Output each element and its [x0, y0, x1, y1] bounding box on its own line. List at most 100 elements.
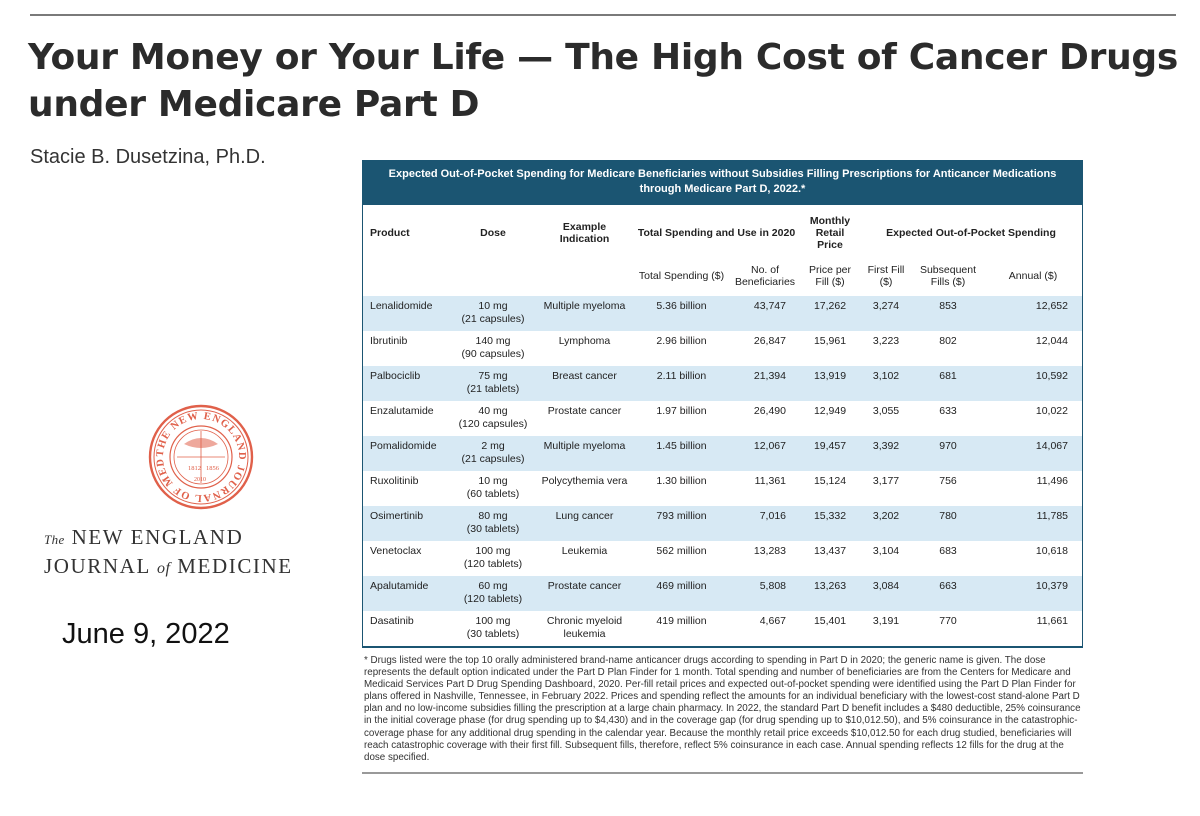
cell-total-spending: 793 million — [633, 506, 730, 541]
col-annual: Annual ($) — [1008, 270, 1058, 282]
cell-annual: 12,044 — [1035, 335, 1068, 347]
cell-beneficiaries: 26,847 — [753, 335, 786, 347]
journal-line1: NEW ENGLAND — [71, 525, 244, 549]
journal-the: The — [44, 532, 65, 547]
cell-product: Palbociclib — [363, 366, 450, 401]
table-row: Ibrutinib 140 mg (90 capsules) Lymphoma 2.96… — [363, 331, 1082, 366]
cell-subsequent-fills: 683 — [939, 545, 957, 557]
cell-product: Lenalidomide — [363, 296, 450, 331]
cell-beneficiaries: 13,283 — [753, 545, 786, 557]
dose-amount: 10 mg — [478, 300, 508, 312]
cell-price-per-fill: 15,961 — [813, 335, 847, 347]
cell-indication: Multiple myeloma — [536, 296, 633, 331]
figure-bottom-rule — [362, 771, 1083, 774]
dose-amount: 80 mg — [478, 510, 508, 522]
table-row: Apalutamide 60 mg (120 tablets) Prostate ca… — [363, 576, 1082, 611]
cell-beneficiaries: 7,016 — [730, 506, 800, 541]
cell-subsequent-fills: 681 — [912, 366, 984, 401]
cell-annual: 11,785 — [984, 506, 1082, 541]
cell-first-fill: 3,055 — [872, 405, 900, 417]
table-row: Ruxolitinib 10 mg (60 tablets) Polycythemia… — [363, 471, 1082, 506]
dose-amount: 75 mg — [478, 370, 508, 382]
journal-name: The NEW ENGLAND JOURNAL of MEDICINE — [44, 524, 293, 582]
cell-total-spending: 2.96 billion — [656, 335, 707, 347]
cell-price-per-fill: 15,332 — [800, 506, 860, 541]
table-row: Lenalidomide 10 mg (21 capsules) Multiple m… — [363, 296, 1082, 331]
cell-first-fill: 3,392 — [860, 436, 912, 471]
cell-annual: 12,652 — [984, 296, 1082, 331]
cell-total-spending: 419 million — [656, 615, 707, 627]
col-beneficiaries: No. of Beneficiaries — [734, 264, 796, 288]
cell-annual: 11,661 — [1036, 615, 1068, 627]
cell-annual: 14,067 — [984, 436, 1082, 471]
cell-product: Apalutamide — [363, 576, 450, 611]
dose-quantity: (120 tablets) — [463, 592, 523, 605]
cell-price-per-fill: 17,262 — [800, 296, 860, 331]
cell-annual: 10,618 — [1035, 545, 1068, 557]
cell-subsequent-fills: 802 — [939, 335, 957, 347]
cell-first-fill: 3,104 — [872, 545, 900, 557]
cell-total-spending: 1.30 billion — [656, 475, 707, 487]
dose-amount: 140 mg — [475, 335, 511, 347]
cell-dose: 80 mg (30 tablets) — [450, 506, 536, 541]
dose-amount: 100 mg — [475, 545, 511, 557]
article-author: Stacie B. Dusetzina, Ph.D. — [30, 146, 266, 168]
cell-dose: 10 mg (60 tablets) — [450, 471, 536, 506]
dose-quantity: (120 tablets) — [463, 557, 523, 570]
cell-price-per-fill: 13,437 — [813, 545, 847, 557]
svg-text:1812: 1812 — [188, 465, 201, 472]
cell-beneficiaries: 12,067 — [730, 436, 800, 471]
cell-beneficiaries: 5,808 — [730, 576, 800, 611]
dose-quantity: (60 tablets) — [466, 487, 520, 500]
drug-spending-table: Product Dose Example Indication Total Sp… — [363, 205, 1082, 646]
cell-first-fill: 3,102 — [860, 366, 912, 401]
cell-first-fill: 3,274 — [860, 296, 912, 331]
dose-quantity: (21 capsules) — [461, 452, 525, 465]
table-body: Lenalidomide 10 mg (21 capsules) Multiple m… — [363, 296, 1082, 646]
cell-total-spending: 5.36 billion — [633, 296, 730, 331]
cell-annual: 11,496 — [1036, 475, 1068, 487]
cell-dose: 100 mg (30 tablets) — [450, 611, 536, 646]
cell-price-per-fill: 12,949 — [813, 405, 847, 417]
cell-indication: Prostate cancer — [536, 576, 633, 611]
cell-annual: 10,022 — [1035, 405, 1068, 417]
table-row: Pomalidomide 2 mg (21 capsules) Multiple my… — [363, 436, 1082, 471]
table-container: Product Dose Example Indication Total Sp… — [362, 205, 1083, 648]
cell-subsequent-fills: 756 — [939, 475, 957, 487]
dose-quantity: (30 tablets) — [466, 522, 520, 535]
journal-of: of — [156, 560, 171, 577]
cell-price-per-fill: 13,919 — [800, 366, 860, 401]
dose-quantity: (90 capsules) — [461, 347, 525, 360]
cell-dose: 10 mg (21 capsules) — [450, 296, 536, 331]
journal-line2b: MEDICINE — [177, 554, 293, 578]
table-figure: Expected Out-of-Pocket Spending for Medi… — [362, 160, 1083, 774]
journal-line2a: JOURNAL — [44, 554, 151, 578]
cell-indication: Breast cancer — [536, 366, 633, 401]
svg-text:2010: 2010 — [194, 477, 206, 483]
top-rule — [30, 14, 1176, 16]
cell-subsequent-fills: 770 — [939, 615, 957, 627]
cell-indication: Prostate cancer — [547, 405, 622, 417]
col-price-per-fill: Price per Fill ($) — [808, 264, 851, 288]
col-subsequent-fills: Subsequent Fills ($) — [919, 264, 977, 288]
table-row: Enzalutamide 40 mg (120 capsules) Prostate … — [363, 401, 1082, 436]
table-row: Palbociclib 75 mg (21 tablets) Breast cance… — [363, 366, 1082, 401]
dose-quantity: (30 tablets) — [466, 627, 520, 640]
dose-amount: 40 mg — [478, 405, 508, 417]
cell-product: Enzalutamide — [370, 405, 434, 417]
cell-dose: 100 mg (120 tablets) — [450, 541, 536, 576]
cell-indication: Leukemia — [561, 545, 608, 557]
cell-dose: 140 mg (90 capsules) — [450, 331, 536, 366]
cell-first-fill: 3,177 — [872, 475, 900, 487]
col-group-oop: Expected Out-of-Pocket Spending — [886, 226, 1056, 239]
article-title: Your Money or Your Life — The High Cost … — [28, 37, 1179, 125]
cell-first-fill: 3,223 — [872, 335, 900, 347]
cell-price-per-fill: 15,124 — [813, 475, 847, 487]
cell-indication: Chronic myeloid leukemia — [546, 615, 623, 640]
cell-product: Ibrutinib — [370, 335, 408, 347]
cell-subsequent-fills: 853 — [912, 296, 984, 331]
col-group-monthly: Monthly Retail Price — [809, 214, 851, 251]
cell-beneficiaries: 43,747 — [730, 296, 800, 331]
cell-indication: Polycythemia vera — [541, 475, 628, 487]
cell-total-spending: 469 million — [633, 576, 730, 611]
